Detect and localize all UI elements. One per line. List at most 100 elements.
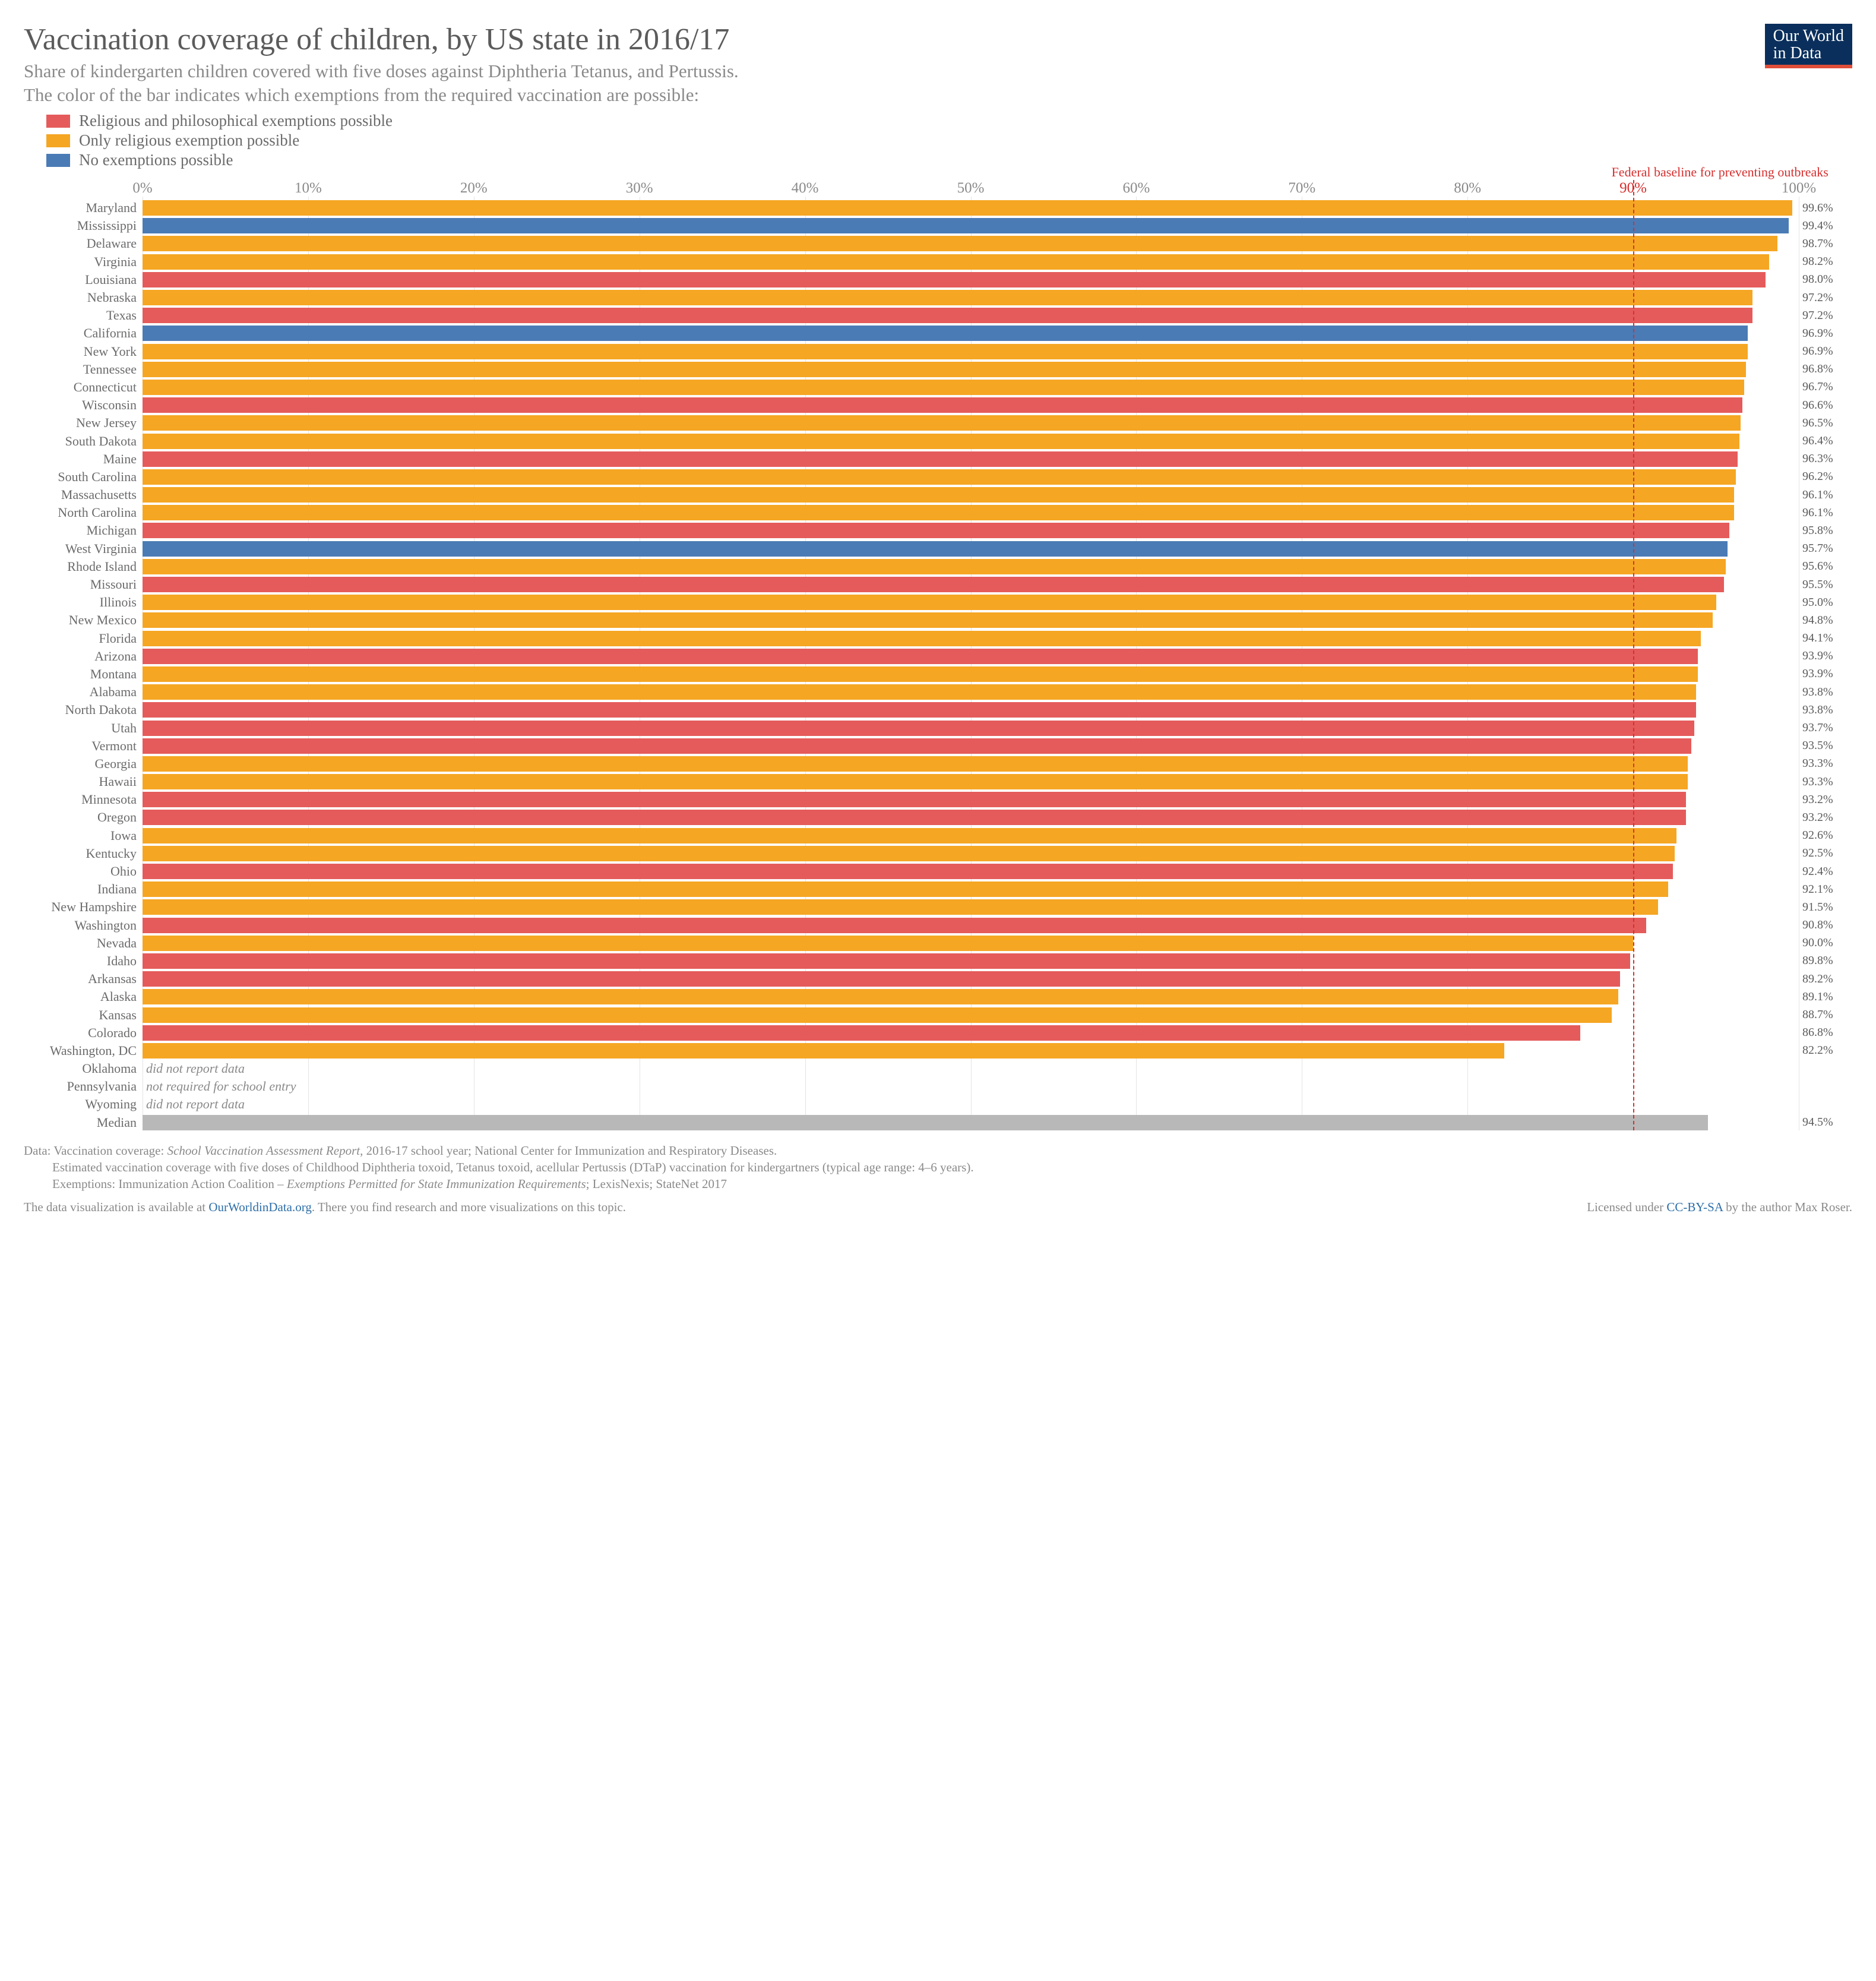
state-label: Mississippi — [24, 218, 143, 233]
state-label: Louisiana — [24, 272, 143, 287]
bar-area — [143, 344, 1799, 359]
bar — [143, 577, 1724, 592]
footer-data-source: Data: Vaccination coverage: School Vacci… — [24, 1142, 1852, 1159]
bar — [143, 989, 1618, 1004]
bar-row: Kentucky92.5% — [24, 846, 1852, 861]
bar-row: Maine96.3% — [24, 451, 1852, 467]
bar-area — [143, 559, 1799, 574]
bar-row: West Virginia95.7% — [24, 541, 1852, 557]
bar-row: Indiana92.1% — [24, 882, 1852, 897]
axis-tick: 10% — [295, 180, 322, 197]
bar-row: South Dakota96.4% — [24, 434, 1852, 449]
value-label: 90.0% — [1799, 936, 1852, 950]
bar-row: Minnesota93.2% — [24, 792, 1852, 807]
bar-row: South Carolina96.2% — [24, 469, 1852, 485]
bar-note: did not report data — [143, 1097, 245, 1111]
state-label: Missouri — [24, 577, 143, 592]
bar-rows: Maryland99.6%Mississippi99.4%Delaware98.… — [24, 200, 1852, 1130]
state-label: Georgia — [24, 756, 143, 772]
state-label: Oklahoma — [24, 1061, 143, 1076]
logo-line1: Our World — [1773, 27, 1844, 45]
bar — [143, 523, 1729, 538]
axis-tick: 70% — [1288, 180, 1315, 197]
axis-tick: 60% — [1122, 180, 1150, 197]
bar-row: Colorado86.8% — [24, 1025, 1852, 1041]
owid-link[interactable]: OurWorldinData.org — [208, 1200, 311, 1214]
bar-row: North Dakota93.8% — [24, 702, 1852, 718]
value-label: 94.1% — [1799, 631, 1852, 645]
state-label: Virginia — [24, 254, 143, 270]
state-label: Massachusetts — [24, 487, 143, 503]
state-label: California — [24, 326, 143, 341]
state-label: Kansas — [24, 1007, 143, 1023]
state-label: Delaware — [24, 236, 143, 251]
value-label: 96.6% — [1799, 399, 1852, 412]
value-label: 86.8% — [1799, 1026, 1852, 1040]
bar-area — [143, 272, 1799, 287]
bar — [143, 505, 1734, 520]
bar-row: Nevada90.0% — [24, 936, 1852, 951]
chart: 0%10%20%30%40%50%60%70%80%90%100%Federal… — [24, 180, 1852, 1130]
state-label: Washington — [24, 918, 143, 933]
value-label: 96.5% — [1799, 416, 1852, 430]
bar-area — [143, 702, 1799, 718]
license-link[interactable]: CC-BY-SA — [1666, 1200, 1723, 1214]
chart-subtitle-1: Share of kindergarten children covered w… — [24, 60, 1852, 83]
bar-area — [143, 721, 1799, 736]
bar-row: Washington90.8% — [24, 918, 1852, 933]
bar — [143, 721, 1694, 736]
bar-row: Hawaii93.3% — [24, 774, 1852, 789]
bar-area — [143, 953, 1799, 969]
state-label: Maryland — [24, 200, 143, 216]
bar-note: not required for school entry — [143, 1079, 296, 1094]
state-label: Montana — [24, 666, 143, 682]
value-label: 97.2% — [1799, 309, 1852, 323]
bar — [143, 971, 1620, 987]
header: Our World in Data Vaccination coverage o… — [24, 24, 1852, 107]
bar — [143, 469, 1736, 485]
bar-area — [143, 738, 1799, 754]
legend-label: Religious and philosophical exemptions p… — [79, 112, 393, 130]
bar-row: Oklahomadid not report data — [24, 1061, 1852, 1076]
state-label: Washington, DC — [24, 1043, 143, 1059]
bar-area — [143, 415, 1799, 431]
value-label: 99.4% — [1799, 219, 1852, 233]
bar-area — [143, 308, 1799, 323]
bar — [143, 451, 1738, 467]
bar-row: Utah93.7% — [24, 721, 1852, 736]
state-label: Iowa — [24, 828, 143, 843]
bar-area — [143, 792, 1799, 807]
bar — [143, 918, 1646, 933]
bar-area — [143, 469, 1799, 485]
legend-swatch — [46, 154, 70, 167]
bar-row: Pennsylvanianot required for school entr… — [24, 1079, 1852, 1094]
bar — [143, 559, 1726, 574]
bar — [143, 290, 1752, 305]
legend-swatch — [46, 134, 70, 147]
state-label: Wisconsin — [24, 397, 143, 413]
bar-area — [143, 577, 1799, 592]
value-label: 96.7% — [1799, 380, 1852, 394]
value-label: 96.1% — [1799, 506, 1852, 520]
bar — [143, 756, 1688, 772]
state-label: North Carolina — [24, 505, 143, 520]
value-label: 98.0% — [1799, 273, 1852, 286]
state-label: Median — [24, 1115, 143, 1130]
bar-row: Georgia93.3% — [24, 756, 1852, 772]
value-label: 93.8% — [1799, 685, 1852, 699]
state-label: New Jersey — [24, 415, 143, 431]
bar-area — [143, 936, 1799, 951]
value-label: 96.9% — [1799, 327, 1852, 340]
bar-area — [143, 989, 1799, 1004]
bar — [143, 1025, 1580, 1041]
bar-row: Tennessee96.8% — [24, 362, 1852, 377]
bar — [143, 792, 1686, 807]
bar-row: Missouri95.5% — [24, 577, 1852, 592]
bar-row: Iowa92.6% — [24, 828, 1852, 843]
state-label: Michigan — [24, 523, 143, 538]
bar-area — [143, 666, 1799, 682]
value-label: 92.5% — [1799, 846, 1852, 860]
value-label: 95.7% — [1799, 542, 1852, 555]
bar — [143, 666, 1698, 682]
value-label: 82.2% — [1799, 1044, 1852, 1057]
